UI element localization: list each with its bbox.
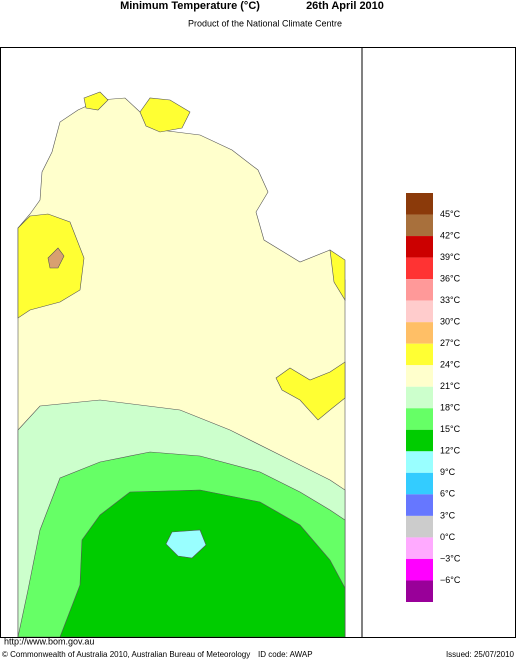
legend-label: 0°C [440, 532, 456, 542]
legend-swatch [406, 343, 433, 366]
id-code: ID code: AWAP [258, 650, 313, 659]
copyright: © Commonwealth of Australia 2010, Austra… [2, 650, 250, 659]
legend-label: 30°C [440, 317, 461, 327]
legend-label: 3°C [440, 510, 456, 520]
legend-label: 33°C [440, 295, 461, 305]
legend-swatch [406, 193, 433, 215]
legend-label: 45°C [440, 209, 461, 219]
legend-label: 42°C [440, 230, 461, 240]
legend-label: 36°C [440, 273, 461, 283]
legend: 45°C 42°C 39°C 36°C 33°C 30°C 27°C 24°C 21°C 18°C… [406, 193, 461, 602]
legend-label: 39°C [440, 252, 461, 262]
issued: Issued: 25/07/2010 [446, 650, 515, 659]
legend-label: 18°C [440, 403, 461, 413]
legend-swatch [406, 494, 433, 516]
legend-swatch [406, 580, 433, 602]
legend-swatch [406, 365, 433, 387]
legend-swatch [406, 537, 433, 559]
legend-swatch [406, 214, 433, 237]
legend-swatch [406, 279, 433, 301]
legend-swatch [406, 429, 433, 452]
legend-swatch [406, 322, 433, 344]
legend-label: 21°C [440, 381, 461, 391]
legend-label: 27°C [440, 338, 461, 348]
title: Minimum Temperature (°C) [120, 0, 260, 12]
legend-swatch [406, 515, 433, 538]
legend-label: 24°C [440, 360, 461, 370]
legend-swatch [406, 236, 433, 258]
date: 26th April 2010 [306, 0, 384, 12]
legend-swatch [406, 300, 433, 323]
legend-swatch [406, 558, 433, 581]
legend-swatch [406, 451, 433, 473]
legend-label: 15°C [440, 424, 461, 434]
legend-swatch [406, 257, 433, 280]
legend-swatch [406, 472, 433, 495]
legend-swatch [406, 408, 433, 430]
legend-label: −6°C [440, 575, 461, 585]
legend-label: −3°C [440, 553, 461, 563]
legend-swatch [406, 386, 433, 409]
url: http://www.bom.gov.au [4, 636, 94, 646]
legend-label: 12°C [440, 446, 461, 456]
legend-label: 6°C [440, 489, 456, 499]
subtitle: Product of the National Climate Centre [188, 18, 342, 28]
legend-label: 9°C [440, 467, 456, 477]
map [17, 91, 346, 638]
